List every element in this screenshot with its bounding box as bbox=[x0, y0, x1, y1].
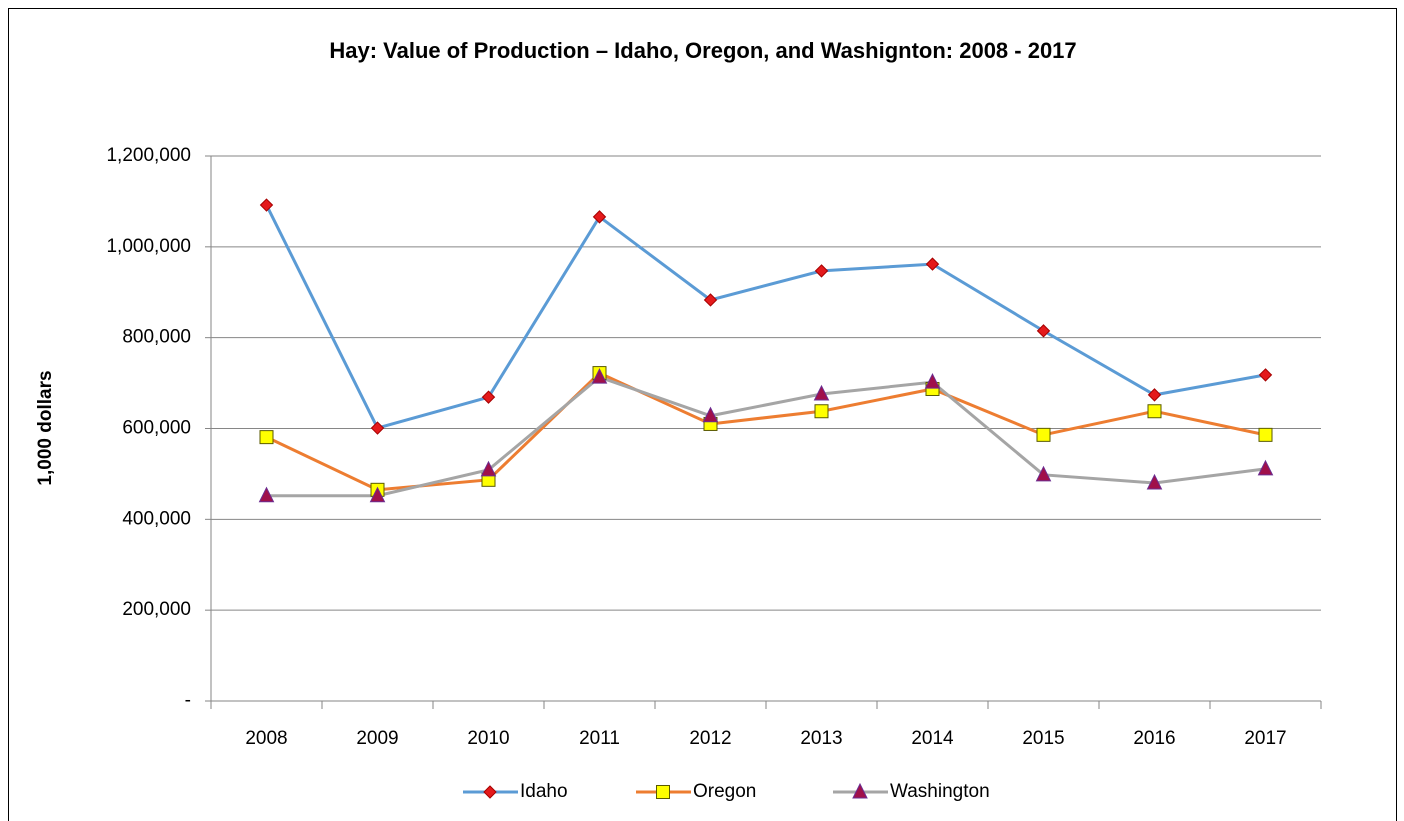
marker bbox=[483, 785, 497, 799]
y-tick-label: 600,000 bbox=[122, 418, 191, 439]
marker bbox=[1036, 427, 1051, 442]
marker bbox=[369, 486, 386, 503]
marker bbox=[592, 210, 607, 224]
marker bbox=[258, 486, 275, 503]
marker bbox=[924, 373, 941, 389]
marker bbox=[1036, 324, 1051, 338]
y-tick-label: 200,000 bbox=[122, 599, 191, 620]
series-line bbox=[265, 204, 1266, 430]
x-tick-label: 2014 bbox=[911, 728, 954, 749]
marker bbox=[813, 384, 830, 401]
y-tick-label: - bbox=[185, 690, 191, 711]
marker bbox=[481, 390, 496, 404]
x-tick-label: 2016 bbox=[1133, 728, 1175, 749]
marker bbox=[1258, 427, 1273, 442]
marker bbox=[814, 404, 829, 419]
x-tick-label: 2015 bbox=[1022, 728, 1064, 749]
legend-label: Oregon bbox=[693, 781, 756, 802]
marker bbox=[656, 785, 670, 799]
x-tick-label: 2008 bbox=[245, 728, 287, 749]
x-tick-label: 2009 bbox=[356, 728, 398, 749]
marker bbox=[1035, 465, 1052, 482]
marker bbox=[1146, 473, 1163, 490]
marker bbox=[370, 421, 385, 435]
legend-label: Idaho bbox=[520, 781, 568, 802]
x-tick-label: 2010 bbox=[467, 728, 509, 749]
marker bbox=[1147, 404, 1162, 419]
marker bbox=[1257, 459, 1274, 476]
series-line bbox=[266, 375, 1266, 498]
marker bbox=[814, 264, 829, 278]
marker bbox=[852, 782, 868, 799]
y-tick-label: 400,000 bbox=[122, 508, 191, 529]
y-tick-label: 800,000 bbox=[122, 327, 191, 348]
marker bbox=[259, 430, 274, 445]
x-tick-label: 2013 bbox=[800, 728, 842, 749]
marker bbox=[1147, 388, 1162, 402]
series-line bbox=[265, 371, 1266, 492]
marker bbox=[703, 293, 718, 307]
marker bbox=[702, 406, 719, 423]
y-tick-label: 1,200,000 bbox=[106, 145, 191, 166]
chart-title: Hay: Value of Production – Idaho, Oregon… bbox=[329, 38, 1076, 63]
marker bbox=[259, 198, 274, 212]
x-tick-label: 2011 bbox=[579, 728, 620, 749]
marker bbox=[925, 257, 940, 271]
chart-frame bbox=[8, 8, 1397, 821]
x-tick-label: 2012 bbox=[689, 728, 731, 749]
marker bbox=[1258, 368, 1273, 382]
y-tick-label: 1,000,000 bbox=[106, 236, 191, 257]
x-tick-label: 2017 bbox=[1244, 728, 1286, 749]
marker bbox=[480, 460, 497, 477]
legend-label: Washington bbox=[890, 781, 990, 802]
marker bbox=[591, 368, 608, 384]
y-axis-label: 1,000 dollars bbox=[35, 370, 56, 485]
